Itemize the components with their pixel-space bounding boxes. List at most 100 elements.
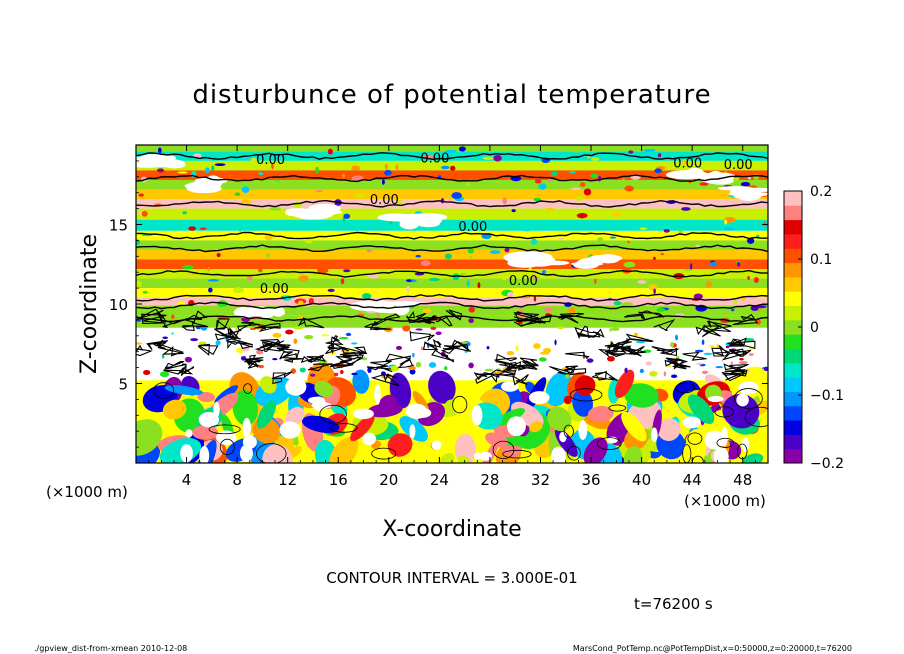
heatmap-speckle [220,174,227,179]
colorbar-swatch [784,420,802,435]
heatmap-speckle [569,171,576,174]
heatmap-speckle [486,346,490,350]
heatmap-speckle [643,148,656,152]
heatmap-band [136,208,768,220]
heatmap-blob [352,369,370,394]
contour-squiggle [440,343,470,355]
heatmap-speckle [716,344,720,349]
heatmap-speckle [361,292,372,300]
heatmap-cloud [596,254,621,264]
contour-squiggle [637,310,665,321]
heatmap-speckle [693,293,703,300]
heatmap-blob [738,381,759,395]
contour-squiggle [335,354,364,366]
heatmap-speckle [554,339,557,346]
contour-label: 0.00 [724,158,753,173]
heatmap-speckle [467,248,475,254]
heatmap-speckle [746,237,755,244]
heatmap-blob [180,444,193,463]
contour-loop [567,445,581,461]
contour-squiggle [563,365,587,376]
heatmap-speckle [633,332,638,337]
contour-squiggle [297,317,325,329]
heatmap-blob [198,411,220,428]
heatmap-speckle [406,286,411,293]
heatmap-speckle [422,308,432,314]
heatmap-speckle [675,334,679,341]
heatmap-speckle [141,210,148,217]
heatmap-speckle [271,163,274,170]
heatmap-speckle [738,361,748,365]
heatmap-speckle [681,207,691,211]
heatmap-speckle [489,250,501,255]
heatmap-speckle [724,219,728,225]
heatmap-speckle [502,197,508,205]
contour-squiggle [651,346,680,357]
footer-right: MarsCond_PotTemp.nc@PotTempDist,x=0:5000… [573,644,852,653]
colorbar-swatch [784,248,802,264]
heatmap-blob [742,453,764,463]
heatmap-speckle [444,253,452,259]
heatmap-band [136,230,768,241]
heatmap-band [136,145,768,152]
colorbar-swatch [784,448,802,464]
contour-loop [492,440,515,460]
heatmap-cloud [730,186,748,197]
heatmap-speckle [303,335,314,340]
x-tick-label: 36 [581,471,600,489]
heatmap-band [136,315,768,328]
heatmap-speckle [415,254,422,258]
colorbar-tick-label: 0 [810,320,819,336]
heatmap-speckle [477,282,481,289]
heatmap-cloud [184,182,213,190]
heatmap-speckle [670,342,675,348]
heatmap-speckle [545,207,555,211]
contour-line [136,269,768,278]
heatmap-speckle [161,354,165,359]
heatmap-cloud [507,258,542,268]
contour-squiggle [423,315,438,325]
contour-squiggle [214,326,239,342]
colorbar-swatch [784,377,802,392]
contour-squiggle [475,373,500,384]
heatmap-blob [162,399,187,420]
heatmap-band [136,278,768,289]
heatmap-blob [722,393,760,429]
heatmap-speckle [415,362,422,368]
heatmap-speckle [272,332,282,338]
heatmap-speckle [315,190,323,193]
contour-squiggle [176,366,195,375]
contour-squiggle [237,321,260,331]
heatmap-speckle [715,366,724,369]
contour-loop [608,404,627,412]
x-tick-label: 4 [182,471,192,489]
heatmap-speckle [590,156,600,161]
contour-squiggle [721,348,752,361]
heatmap-speckle [445,149,457,153]
heatmap-band [136,179,768,190]
heatmap-speckle [214,163,226,167]
heatmap-speckle [656,307,666,312]
heatmap-speckle [623,261,636,268]
contour-line [136,174,768,183]
heatmap-blob [232,389,259,426]
heatmap-speckle [428,362,437,368]
colorbar-swatch [784,348,802,364]
contour-squiggle [254,339,281,352]
heatmap-speckle [538,183,547,190]
contour-squiggle [271,371,293,385]
heatmap-speckle [333,372,339,377]
heatmap-speckle [384,163,388,170]
contour-squiggle [300,354,327,363]
contour-squiggle [397,359,414,369]
heatmap-speckle [171,314,175,320]
heatmap-speckle [529,276,540,279]
heatmap-speckle [415,328,423,331]
heatmap-speckle [340,369,344,374]
heatmap-speckle [250,157,258,163]
contour-squiggle [620,345,646,357]
heatmap-band [136,219,768,231]
heatmap-blob [529,421,543,433]
heatmap-speckle [533,197,542,202]
heatmap-speckle [534,179,542,184]
